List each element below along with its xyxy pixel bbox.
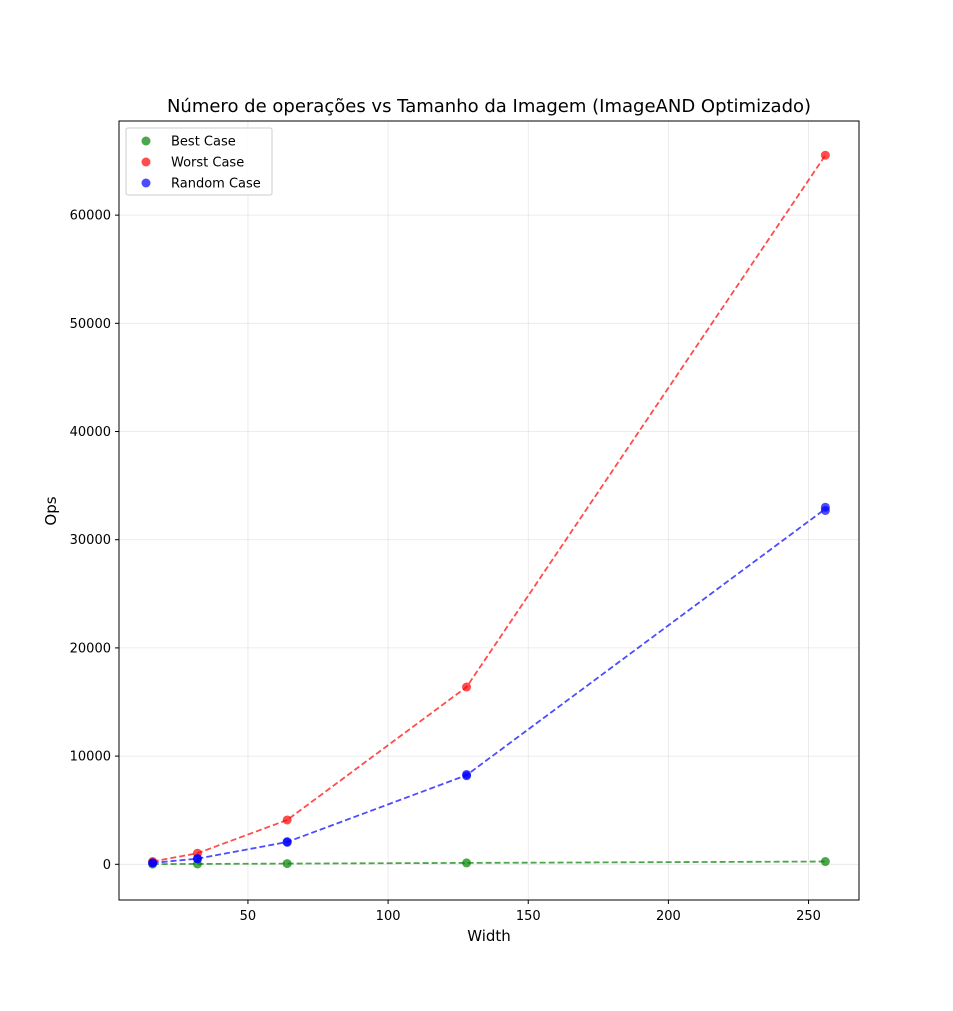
best-case-point <box>282 859 292 869</box>
y-tick-label: 60000 <box>70 209 111 224</box>
y-axis-label: Ops <box>42 496 60 525</box>
y-tick-label: 10000 <box>70 750 111 765</box>
plot-frame <box>118 120 860 901</box>
y-tick-label: 50000 <box>70 317 111 332</box>
random-case-point <box>192 853 202 863</box>
worst-case-point <box>462 682 472 692</box>
best-case-trend-line <box>152 860 826 866</box>
worst-case-trend-line <box>152 154 827 863</box>
y-tick-label: 40000 <box>70 425 111 440</box>
y-tick-label: 30000 <box>70 533 111 548</box>
y-tick-label: 0 <box>103 858 111 873</box>
grid <box>119 121 859 900</box>
random-case-point <box>462 769 472 779</box>
legend-label-best-case: Best Case <box>171 135 236 150</box>
x-tick-label: 250 <box>796 909 821 924</box>
x-tick-label: 150 <box>516 909 541 924</box>
series-points <box>148 150 830 869</box>
random-case-point <box>148 858 158 868</box>
legend-marker-best-case <box>141 136 151 146</box>
worst-case-point <box>820 150 830 160</box>
legend-box <box>125 127 273 196</box>
x-axis-label: Width <box>467 927 511 945</box>
legend-label-worst-case: Worst Case <box>171 156 244 171</box>
best-case-point <box>462 858 472 868</box>
random-case-point <box>820 502 830 512</box>
legend-marker-worst-case <box>141 157 151 167</box>
legend-marker-random-case <box>141 178 151 188</box>
x-tick-label: 200 <box>656 909 681 924</box>
legend: Best Case Worst Case Random Case <box>125 127 273 196</box>
chart-title: Número de operações vs Tamanho da Imagem… <box>167 96 811 117</box>
x-tick-label: 100 <box>376 909 401 924</box>
x-axis-ticks: 50 100 150 200 250 <box>240 900 821 924</box>
y-axis-ticks: 0 10000 20000 30000 40000 50000 60000 <box>70 209 119 873</box>
x-tick-label: 50 <box>240 909 257 924</box>
random-case-point <box>282 837 292 847</box>
y-tick-label: 20000 <box>70 641 111 656</box>
legend-label-random-case: Random Case <box>171 177 261 192</box>
worst-case-point <box>282 815 292 825</box>
best-case-point <box>820 857 830 867</box>
